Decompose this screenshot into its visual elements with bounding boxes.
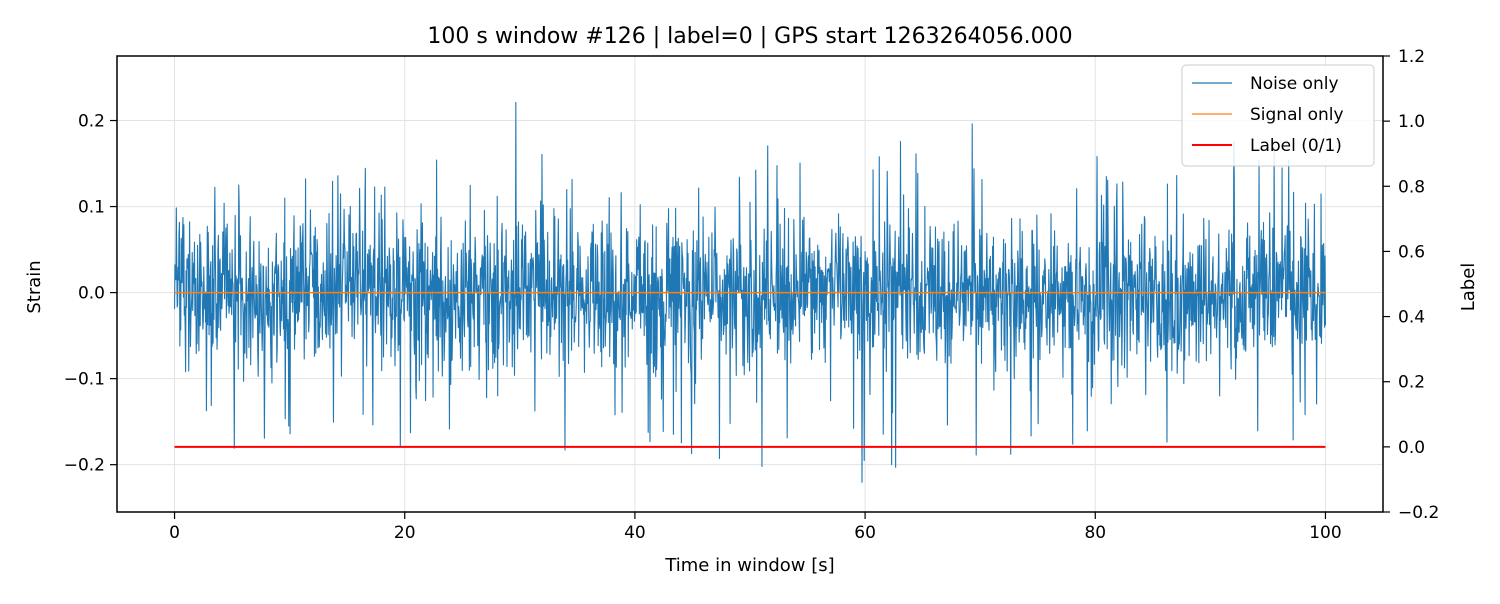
y2-tick-label: 1.2	[1398, 47, 1425, 67]
y-tick-label: −0.2	[64, 456, 105, 476]
y2-tick-label: −0.2	[1398, 503, 1439, 523]
x-tick-label: 60	[854, 523, 876, 543]
y-tick-label: 0.2	[78, 112, 105, 132]
x-tick-label: 40	[624, 523, 646, 543]
legend: Noise only Signal only Label (0/1)	[1181, 64, 1375, 167]
data-layer	[174, 101, 1326, 483]
y2-tick-label: 0.2	[1398, 373, 1425, 393]
y2-tick-label: 1.0	[1398, 112, 1425, 132]
y-tick-label: 0.0	[78, 284, 105, 304]
y-tick-label: −0.1	[64, 370, 105, 390]
legend-label: Label (0/1)	[1250, 136, 1342, 156]
y2-tick-label: 0.0	[1398, 438, 1425, 458]
y-tick-label: 0.1	[78, 198, 105, 218]
x-tick-label: 0	[169, 523, 180, 543]
legend-label: Noise only	[1250, 74, 1339, 94]
x-tick-label: 20	[394, 523, 416, 543]
legend-label: Signal only	[1250, 105, 1344, 125]
chart-title: 100 s window #126 | label=0 | GPS start …	[427, 24, 1072, 49]
x-tick-label: 80	[1084, 523, 1106, 543]
plot-frame	[116, 55, 1384, 513]
ticks: 0 20 40 60 80 100 −0.2 −0.1 0.0 0.1 0.2 −0.2 0.0 0.2 0…	[64, 47, 1440, 543]
x-axis-label: Time in window [s]	[664, 555, 834, 576]
y2-axis-label: Label	[1458, 263, 1479, 312]
series-noise-only	[174, 101, 1326, 483]
y2-tick-label: 0.8	[1398, 177, 1425, 197]
x-tick-label: 100	[1309, 523, 1341, 543]
y2-tick-label: 0.4	[1398, 308, 1425, 328]
y2-tick-label: 0.6	[1398, 242, 1425, 262]
legend-frame	[1181, 64, 1375, 167]
y-axis-label: Strain	[24, 260, 45, 313]
